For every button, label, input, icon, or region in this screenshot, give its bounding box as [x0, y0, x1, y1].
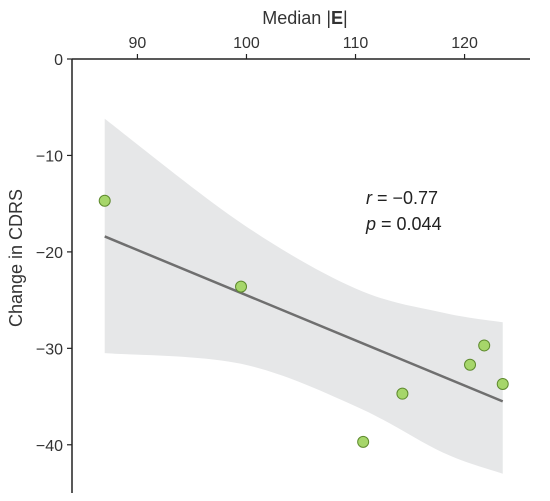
y-axis-title: Change in CDRS: [6, 189, 26, 327]
confidence-band: [104, 118, 503, 474]
y-tick-label-40: −40: [36, 438, 63, 455]
data-point-4: [396, 387, 409, 400]
y-tick-label-20: −20: [36, 245, 63, 262]
x-axis-title: Median |E|: [262, 8, 347, 28]
x-ticks: 90 100 110 120: [129, 35, 478, 59]
y-tick-label-30: −30: [36, 341, 63, 358]
y-ticks: 0 −10 −20 −30 −40: [36, 52, 72, 455]
data-point-6: [478, 339, 491, 352]
data-point-7: [496, 378, 509, 391]
axes: [71, 58, 530, 493]
y-tick-label-10: −10: [36, 148, 63, 165]
x-tick-label-120: 120: [451, 35, 478, 52]
data-point-3: [357, 435, 370, 448]
data-point-1: [98, 194, 111, 207]
r-annotation: r = −0.77: [366, 188, 438, 208]
x-tick-label-100: 100: [233, 35, 260, 52]
data-points: [98, 194, 509, 448]
data-point-2: [235, 280, 248, 293]
data-point-5: [464, 358, 477, 371]
x-tick-label-110: 110: [343, 35, 369, 52]
p-annotation: p = 0.044: [365, 214, 442, 234]
regression-line: [104, 235, 504, 403]
y-tick-label-0: 0: [54, 52, 63, 69]
x-tick-label-90: 90: [129, 35, 147, 52]
